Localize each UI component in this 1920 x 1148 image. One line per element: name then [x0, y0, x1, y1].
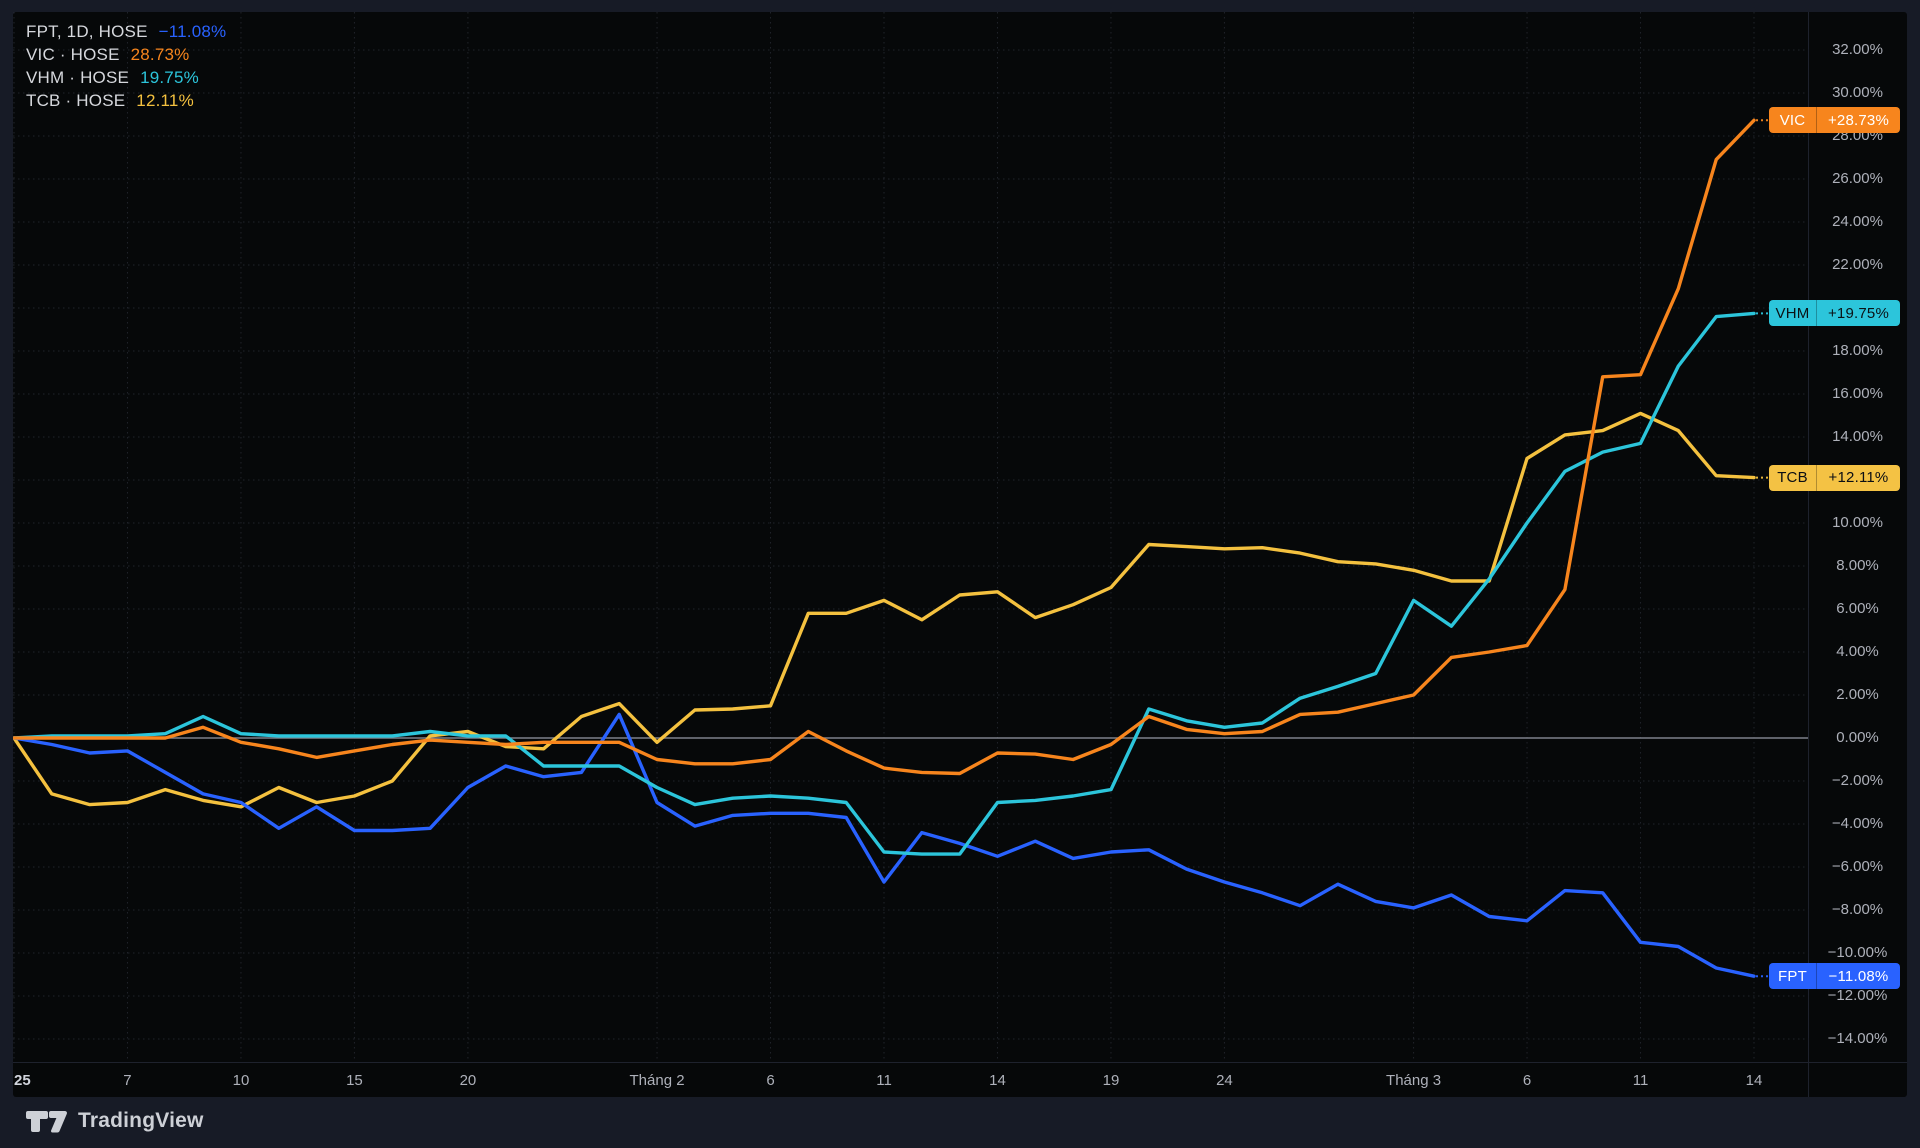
legend-symbol-title: TCB · HOSE: [26, 90, 126, 110]
legend: FPT, 1D, HOSE −11.08% VIC · HOSE 28.73% VHM …: [26, 20, 226, 112]
y-axis-label: −10.00%: [1827, 944, 1888, 961]
x-axis-label: 19: [1102, 1072, 1120, 1089]
y-axis-label: 4.00%: [1836, 643, 1879, 660]
y-axis-label: 0.00%: [1836, 729, 1879, 746]
legend-change-value: 12.11%: [136, 90, 194, 110]
y-axis-label: 24.00%: [1832, 213, 1883, 230]
x-axis-label: 14: [1745, 1072, 1763, 1089]
price-plot: [13, 12, 1808, 1062]
series-line-tcb: [13, 411, 1756, 809]
legend-change-value: −11.08%: [158, 21, 227, 41]
x-axis-label: 7: [123, 1072, 132, 1089]
legend-change-value: 19.75%: [140, 67, 199, 87]
y-axis-label: 10.00%: [1832, 514, 1883, 531]
price-tag-value: −11.08%: [1816, 963, 1900, 990]
y-axis-label: 18.00%: [1832, 342, 1883, 359]
price-tag-vhm[interactable]: VHM +19.75%: [1769, 300, 1900, 327]
y-axis-label: 16.00%: [1832, 385, 1883, 402]
price-tag-ticker: FPT: [1778, 967, 1807, 985]
price-tag-value: +12.11%: [1816, 464, 1900, 491]
y-axis-label: 14.00%: [1832, 428, 1883, 445]
price-tag-value: +28.73%: [1816, 107, 1900, 134]
legend-symbol-title: VHM · HOSE: [26, 67, 130, 87]
series-line-vic: [13, 118, 1756, 776]
y-axis-label: 2.00%: [1836, 686, 1879, 703]
chart-surface[interactable]: FPT, 1D, HOSE −11.08% VIC · HOSE 28.73% VHM …: [13, 12, 1907, 1097]
legend-symbol-title: VIC · HOSE: [26, 44, 120, 64]
y-axis-label: −4.00%: [1831, 815, 1884, 832]
price-tag-ticker: TCB: [1777, 469, 1808, 487]
y-axis-label: −8.00%: [1831, 901, 1884, 918]
y-axis-label: 22.00%: [1832, 256, 1883, 273]
x-axis-label: 11: [876, 1072, 892, 1089]
footer: TradingView: [26, 1105, 204, 1137]
x-axis-label: 6: [1522, 1072, 1532, 1089]
price-tag-vic[interactable]: VIC +28.73%: [1769, 107, 1900, 134]
price-tag-value: +19.75%: [1816, 300, 1900, 327]
series-line-vhm: [13, 311, 1756, 856]
x-axis-label: 24: [1216, 1072, 1233, 1089]
x-axis-label: 6: [766, 1072, 775, 1089]
x-axis-label: 20: [459, 1072, 477, 1089]
y-axis-label: −2.00%: [1831, 772, 1884, 789]
x-axis-label: 25: [14, 1072, 31, 1089]
y-axis-label: 30.00%: [1832, 84, 1883, 101]
series-line-fpt: [13, 712, 1756, 978]
y-axis-label: −12.00%: [1827, 987, 1888, 1004]
price-tag-ticker: VHM: [1775, 304, 1810, 322]
legend-row-fpt[interactable]: FPT, 1D, HOSE −11.08%: [26, 20, 226, 43]
x-axis-label: Tháng 2: [629, 1072, 685, 1089]
x-axis-label: 11: [1632, 1072, 1649, 1089]
x-axis-label: Tháng 3: [1386, 1072, 1442, 1089]
legend-row-vic[interactable]: VIC · HOSE 28.73%: [26, 43, 226, 66]
tradingview-logo-icon[interactable]: [26, 1108, 68, 1134]
price-scale-separator: [1808, 12, 1809, 1097]
brand-text[interactable]: TradingView: [78, 1109, 204, 1132]
time-scale-separator: [13, 1062, 1907, 1063]
y-axis-label: 6.00%: [1836, 600, 1879, 617]
legend-change-value: 28.73%: [130, 44, 190, 64]
y-axis-label: 8.00%: [1836, 557, 1879, 574]
y-axis-label: −6.00%: [1831, 858, 1884, 875]
price-tag-tcb[interactable]: TCB +12.11%: [1769, 464, 1900, 491]
price-tag-fpt[interactable]: FPT −11.08%: [1769, 963, 1900, 990]
y-axis-label: 26.00%: [1832, 170, 1883, 187]
x-axis-label: 15: [346, 1072, 363, 1089]
legend-row-tcb[interactable]: TCB · HOSE 12.11%: [26, 89, 226, 112]
price-tag-ticker: VIC: [1779, 111, 1806, 129]
y-axis-label: 32.00%: [1832, 41, 1883, 58]
x-axis-label: 14: [989, 1072, 1006, 1089]
x-axis-label: 10: [232, 1072, 250, 1089]
y-axis-label: −14.00%: [1827, 1030, 1888, 1047]
legend-row-vhm[interactable]: VHM · HOSE 19.75%: [26, 66, 226, 89]
legend-symbol-title: FPT, 1D, HOSE: [26, 21, 148, 41]
